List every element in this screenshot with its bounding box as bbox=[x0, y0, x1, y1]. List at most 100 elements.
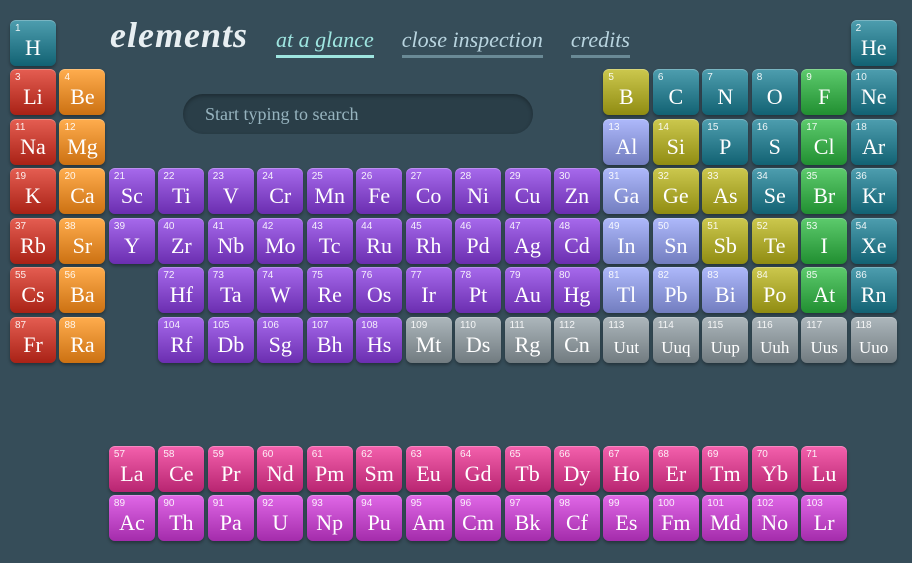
element-np[interactable]: 93Np bbox=[307, 495, 353, 541]
element-ti[interactable]: 22Ti bbox=[158, 168, 204, 214]
element-mo[interactable]: 42Mo bbox=[257, 218, 303, 264]
element-no[interactable]: 102No bbox=[752, 495, 798, 541]
element-ir[interactable]: 77Ir bbox=[406, 267, 452, 313]
element-v[interactable]: 23V bbox=[208, 168, 254, 214]
element-nd[interactable]: 60Nd bbox=[257, 446, 303, 492]
element-al[interactable]: 13Al bbox=[603, 119, 649, 165]
element-lr[interactable]: 103Lr bbox=[801, 495, 847, 541]
element-mg[interactable]: 12Mg bbox=[59, 119, 105, 165]
element-la[interactable]: 57La bbox=[109, 446, 155, 492]
element-sn[interactable]: 50Sn bbox=[653, 218, 699, 264]
element-ru[interactable]: 44Ru bbox=[356, 218, 402, 264]
element-sc[interactable]: 21Sc bbox=[109, 168, 155, 214]
element-ac[interactable]: 89Ac bbox=[109, 495, 155, 541]
element-gd[interactable]: 64Gd bbox=[455, 446, 501, 492]
element-y[interactable]: 39Y bbox=[109, 218, 155, 264]
element-er[interactable]: 68Er bbox=[653, 446, 699, 492]
element-mt[interactable]: 109Mt bbox=[406, 317, 452, 363]
element-n[interactable]: 7N bbox=[702, 69, 748, 115]
element-cf[interactable]: 98Cf bbox=[554, 495, 600, 541]
element-mn[interactable]: 25Mn bbox=[307, 168, 353, 214]
element-pt[interactable]: 78Pt bbox=[455, 267, 501, 313]
element-pb[interactable]: 82Pb bbox=[653, 267, 699, 313]
element-cn[interactable]: 112Cn bbox=[554, 317, 600, 363]
element-cu[interactable]: 29Cu bbox=[505, 168, 551, 214]
element-ra[interactable]: 88Ra bbox=[59, 317, 105, 363]
element-sm[interactable]: 62Sm bbox=[356, 446, 402, 492]
element-rn[interactable]: 86Rn bbox=[851, 267, 897, 313]
element-hf[interactable]: 72Hf bbox=[158, 267, 204, 313]
element-kr[interactable]: 36Kr bbox=[851, 168, 897, 214]
element-uuh[interactable]: 116Uuh bbox=[752, 317, 798, 363]
element-ag[interactable]: 47Ag bbox=[505, 218, 551, 264]
element-ge[interactable]: 32Ge bbox=[653, 168, 699, 214]
element-dy[interactable]: 66Dy bbox=[554, 446, 600, 492]
element-b[interactable]: 5B bbox=[603, 69, 649, 115]
element-re[interactable]: 75Re bbox=[307, 267, 353, 313]
element-i[interactable]: 53I bbox=[801, 218, 847, 264]
element-pm[interactable]: 61Pm bbox=[307, 446, 353, 492]
element-uuo[interactable]: 118Uuo bbox=[851, 317, 897, 363]
element-at[interactable]: 85At bbox=[801, 267, 847, 313]
element-na[interactable]: 11Na bbox=[10, 119, 56, 165]
element-os[interactable]: 76Os bbox=[356, 267, 402, 313]
element-s[interactable]: 16S bbox=[752, 119, 798, 165]
element-xe[interactable]: 54Xe bbox=[851, 218, 897, 264]
element-tc[interactable]: 43Tc bbox=[307, 218, 353, 264]
element-o[interactable]: 8O bbox=[752, 69, 798, 115]
element-co[interactable]: 27Co bbox=[406, 168, 452, 214]
element-au[interactable]: 79Au bbox=[505, 267, 551, 313]
element-br[interactable]: 35Br bbox=[801, 168, 847, 214]
element-cr[interactable]: 24Cr bbox=[257, 168, 303, 214]
element-md[interactable]: 101Md bbox=[702, 495, 748, 541]
element-rf[interactable]: 104Rf bbox=[158, 317, 204, 363]
element-bh[interactable]: 107Bh bbox=[307, 317, 353, 363]
element-pr[interactable]: 59Pr bbox=[208, 446, 254, 492]
element-rb[interactable]: 37Rb bbox=[10, 218, 56, 264]
element-li[interactable]: 3Li bbox=[10, 69, 56, 115]
element-eu[interactable]: 63Eu bbox=[406, 446, 452, 492]
element-ta[interactable]: 73Ta bbox=[208, 267, 254, 313]
element-lu[interactable]: 71Lu bbox=[801, 446, 847, 492]
element-cm[interactable]: 96Cm bbox=[455, 495, 501, 541]
element-c[interactable]: 6C bbox=[653, 69, 699, 115]
element-fr[interactable]: 87Fr bbox=[10, 317, 56, 363]
element-f[interactable]: 9F bbox=[801, 69, 847, 115]
element-he[interactable]: 2He bbox=[851, 20, 897, 66]
element-ba[interactable]: 56Ba bbox=[59, 267, 105, 313]
element-ar[interactable]: 18Ar bbox=[851, 119, 897, 165]
element-ho[interactable]: 67Ho bbox=[603, 446, 649, 492]
element-zn[interactable]: 30Zn bbox=[554, 168, 600, 214]
element-bi[interactable]: 83Bi bbox=[702, 267, 748, 313]
element-pu[interactable]: 94Pu bbox=[356, 495, 402, 541]
element-tl[interactable]: 81Tl bbox=[603, 267, 649, 313]
element-uus[interactable]: 117Uus bbox=[801, 317, 847, 363]
element-am[interactable]: 95Am bbox=[406, 495, 452, 541]
element-be[interactable]: 4Be bbox=[59, 69, 105, 115]
element-k[interactable]: 19K bbox=[10, 168, 56, 214]
element-bk[interactable]: 97Bk bbox=[505, 495, 551, 541]
element-h[interactable]: 1H bbox=[10, 20, 56, 66]
element-db[interactable]: 105Db bbox=[208, 317, 254, 363]
element-uup[interactable]: 115Uup bbox=[702, 317, 748, 363]
element-sg[interactable]: 106Sg bbox=[257, 317, 303, 363]
element-in[interactable]: 49In bbox=[603, 218, 649, 264]
element-ds[interactable]: 110Ds bbox=[455, 317, 501, 363]
element-es[interactable]: 99Es bbox=[603, 495, 649, 541]
element-cs[interactable]: 55Cs bbox=[10, 267, 56, 313]
element-th[interactable]: 90Th bbox=[158, 495, 204, 541]
element-ga[interactable]: 31Ga bbox=[603, 168, 649, 214]
element-yb[interactable]: 70Yb bbox=[752, 446, 798, 492]
element-se[interactable]: 34Se bbox=[752, 168, 798, 214]
element-ca[interactable]: 20Ca bbox=[59, 168, 105, 214]
element-uuq[interactable]: 114Uuq bbox=[653, 317, 699, 363]
element-hg[interactable]: 80Hg bbox=[554, 267, 600, 313]
element-tb[interactable]: 65Tb bbox=[505, 446, 551, 492]
element-sb[interactable]: 51Sb bbox=[702, 218, 748, 264]
element-cl[interactable]: 17Cl bbox=[801, 119, 847, 165]
element-ne[interactable]: 10Ne bbox=[851, 69, 897, 115]
element-pa[interactable]: 91Pa bbox=[208, 495, 254, 541]
element-ce[interactable]: 58Ce bbox=[158, 446, 204, 492]
element-w[interactable]: 74W bbox=[257, 267, 303, 313]
element-pd[interactable]: 46Pd bbox=[455, 218, 501, 264]
